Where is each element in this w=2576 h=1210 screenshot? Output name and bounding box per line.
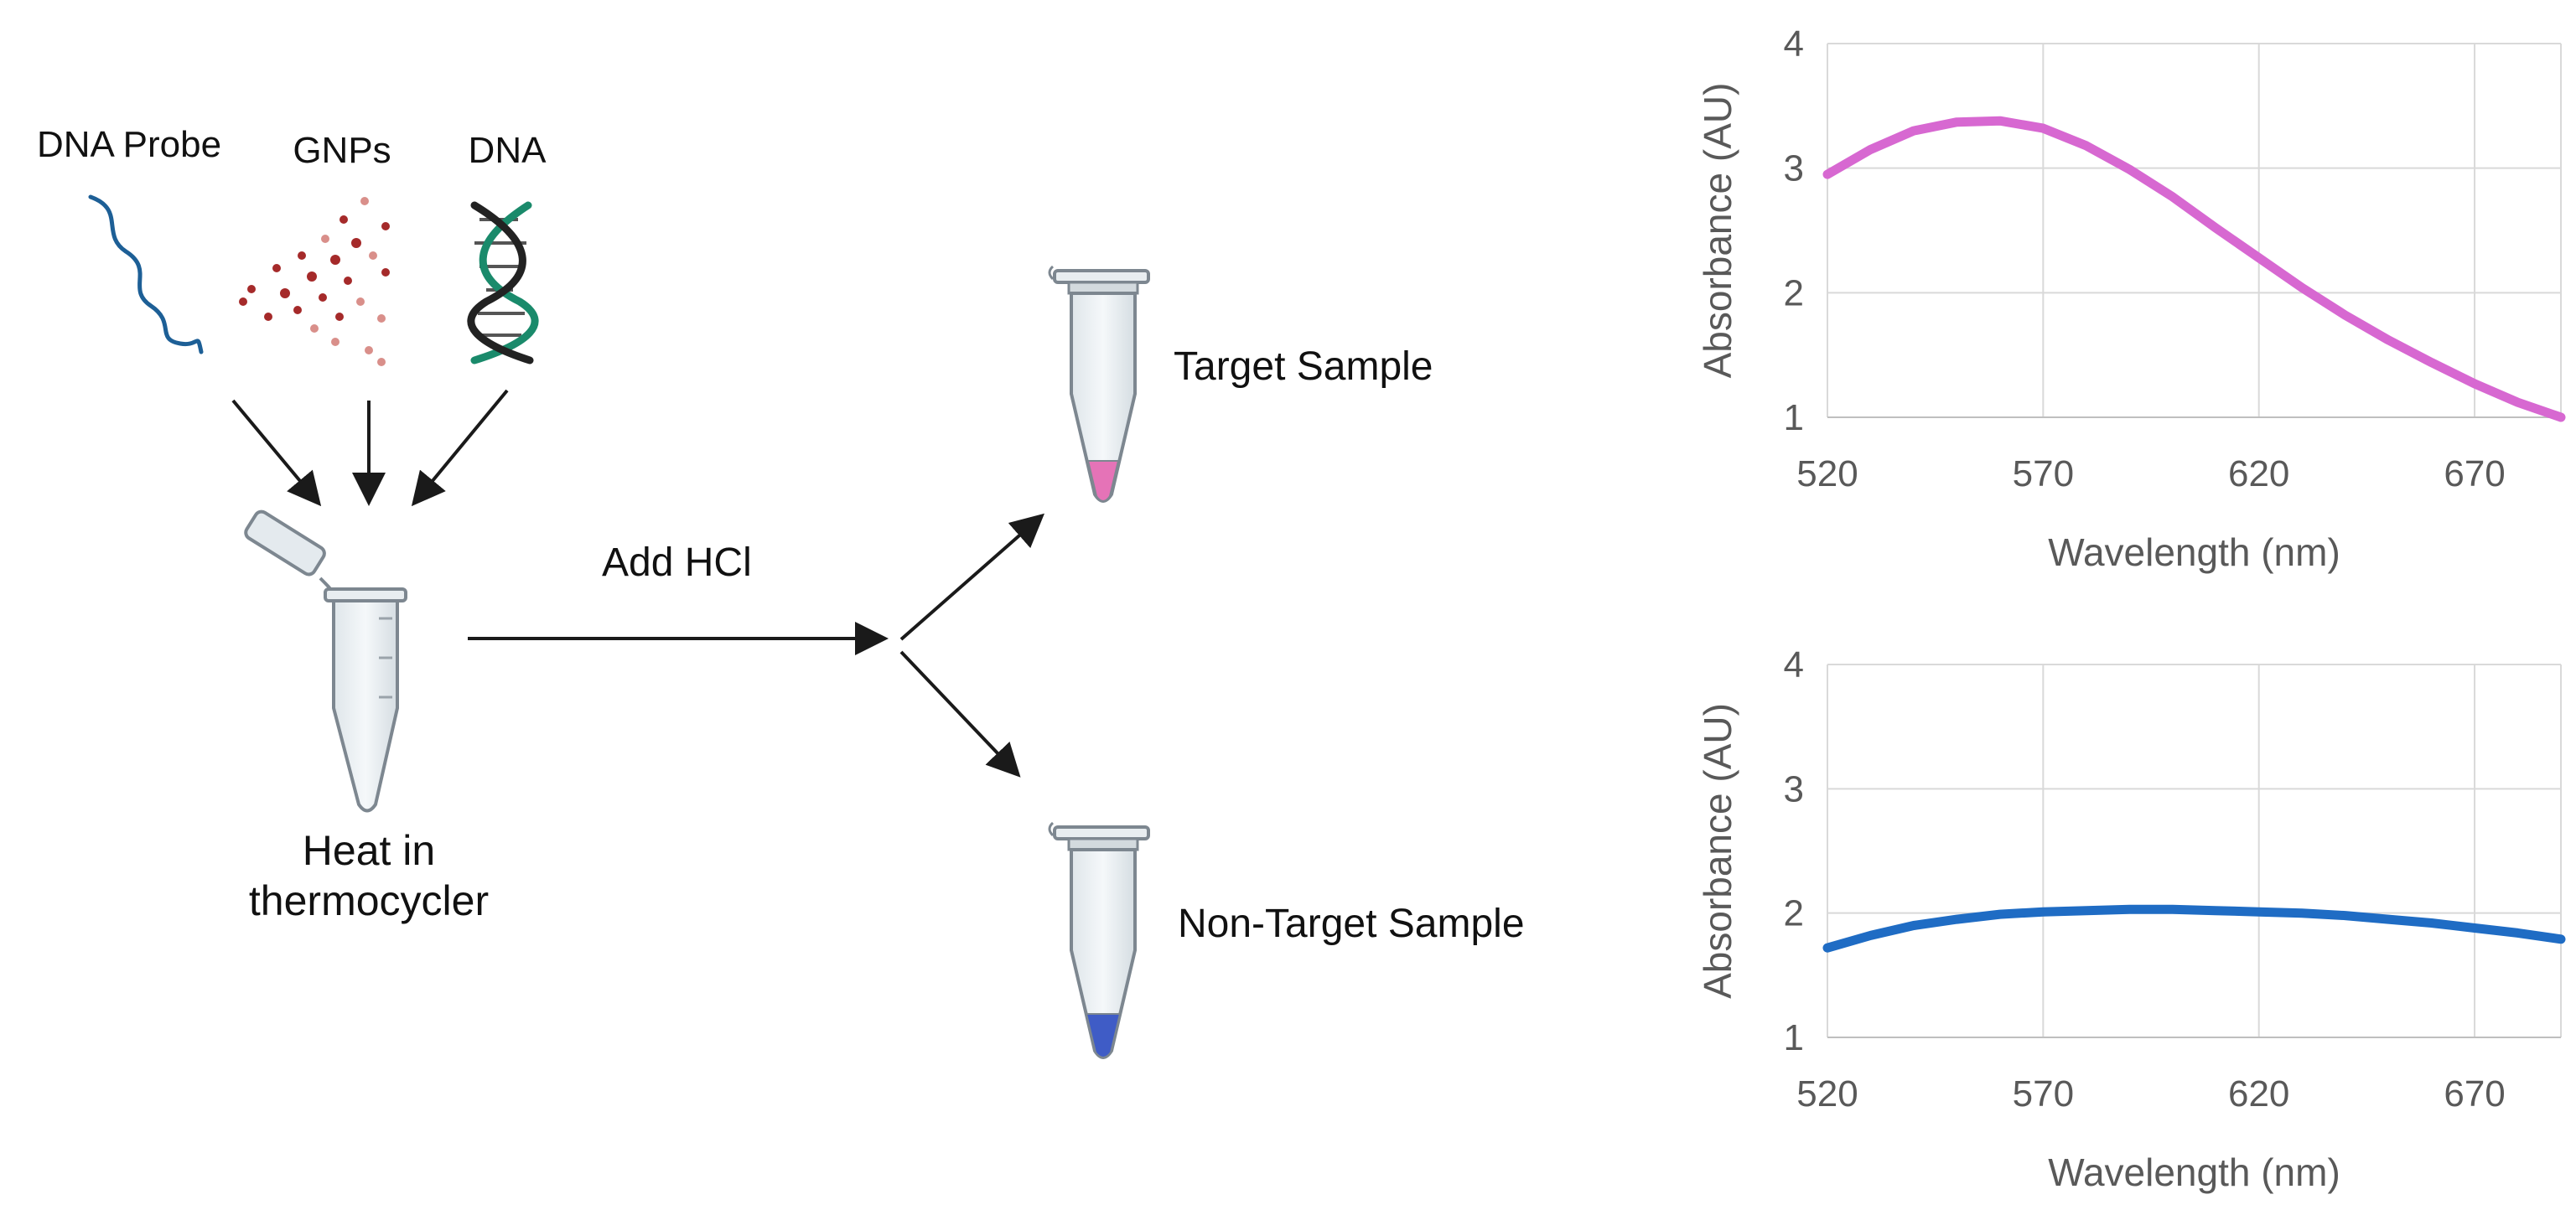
target-absorbance-chart: 1 2 3 4 520 570 620 670 Wavelength (nm) Absorbanc… (1668, 17, 2569, 595)
y-tick-label: 4 (1784, 23, 1804, 65)
x-tick-label: 670 (2444, 453, 2505, 494)
non-target-sample-label: Non-Target Sample (1178, 902, 1525, 946)
target-absorbance-plot: 1 2 3 4 520 570 620 670 Wavelength (nm) Absorbanc… (1696, 23, 2566, 574)
y-axis-title: Absorbance (AU) (1696, 703, 1739, 999)
x-axis-title: Wavelength (nm) (2048, 1151, 2340, 1194)
double-helix-icon (467, 201, 539, 365)
heat-step-line1: Heat in (302, 827, 436, 874)
absorbance-series-line (1822, 904, 2566, 953)
target-sample-label: Target Sample (1174, 344, 1433, 389)
gold-nanoparticles-icon (239, 197, 390, 366)
x-tick-label: 620 (2228, 453, 2289, 494)
reagent-label-dna: DNA (468, 130, 547, 171)
x-axis-title: Wavelength (nm) (2048, 530, 2340, 574)
reagent-label-dna-probe: DNA Probe (36, 124, 222, 165)
y-tick-label: 3 (1784, 768, 1804, 809)
x-tick-label: 570 (2013, 453, 2074, 494)
y-tick-label: 4 (1784, 644, 1804, 685)
microcentrifuge-tube-open-icon (244, 509, 407, 813)
x-tick-label: 520 (1796, 1073, 1858, 1114)
branching-arrows (899, 513, 1045, 778)
dna-probe-strand-icon (88, 194, 204, 354)
y-tick-label: 1 (1784, 397, 1804, 438)
absorbance-series-line (1822, 116, 2566, 422)
tube-blue-icon (1048, 821, 1150, 1059)
converging-arrows (231, 389, 509, 507)
y-tick-label: 3 (1784, 148, 1804, 189)
add-hcl-label: Add HCl (602, 540, 752, 585)
y-tick-label: 1 (1784, 1017, 1804, 1058)
non-target-absorbance-plot: 1 2 3 4 520 570 620 670 Wavelength (nm) Absorbanc… (1696, 644, 2566, 1194)
heat-step-line2: thermocycler (248, 877, 490, 924)
x-tick-label: 570 (2013, 1073, 2074, 1114)
tube-pink-icon (1048, 265, 1150, 503)
reagent-label-gnps: GNPs (293, 130, 391, 171)
x-tick-label: 670 (2444, 1073, 2505, 1114)
y-tick-label: 2 (1784, 893, 1804, 934)
y-tick-label: 2 (1784, 272, 1804, 313)
non-target-absorbance-chart: 1 2 3 4 520 570 620 670 Wavelength (nm) Absorbanc… (1668, 637, 2569, 1202)
heat-step-label: Heat in thermocycler (205, 825, 532, 926)
x-tick-label: 520 (1796, 453, 1858, 494)
y-axis-title: Absorbance (AU) (1696, 83, 1739, 379)
x-tick-label: 620 (2228, 1073, 2289, 1114)
